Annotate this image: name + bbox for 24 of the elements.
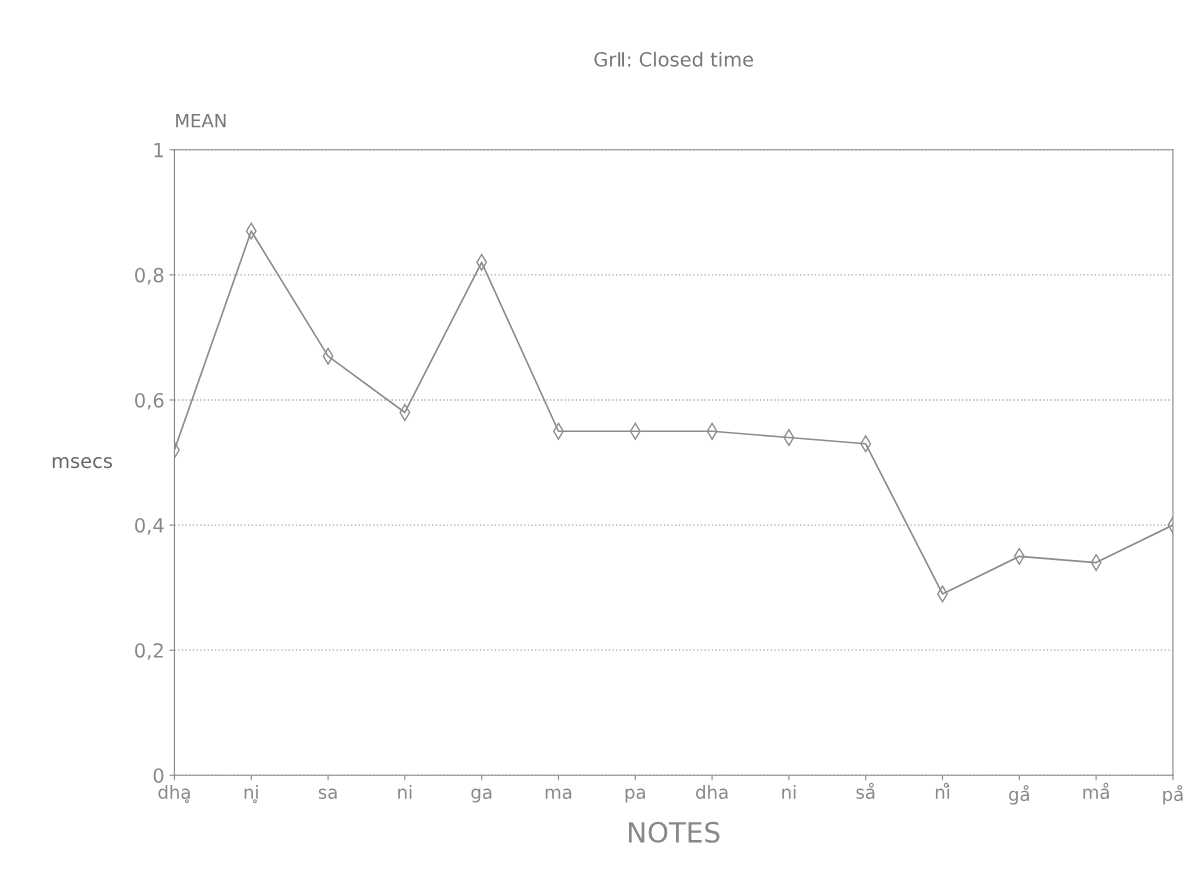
chart-title: GrⅡ: Closed time xyxy=(594,51,754,67)
x-tick-label: ga xyxy=(471,788,492,803)
x-axis-title: NOTES xyxy=(629,821,720,843)
y-tick-label: 0,4 xyxy=(135,518,164,535)
y-axis-title: msecs xyxy=(52,457,113,469)
x-tick-label: ni̊ xyxy=(935,782,950,799)
x-tick-label: ma xyxy=(545,788,572,799)
y-tick-label: 0,8 xyxy=(135,267,164,285)
text: MEAN xyxy=(176,114,226,128)
x-tick-label: pa xyxy=(625,788,645,803)
x-tick-label: på xyxy=(1163,785,1183,805)
x-tick-label: ni̥ xyxy=(244,785,258,804)
y-tick-label: 0,2 xyxy=(135,643,163,660)
x-tick-label: må xyxy=(1083,782,1109,799)
x-tick-label: dhḁ xyxy=(158,785,190,804)
x-tick-label: dha xyxy=(696,785,728,799)
y-tick-label: 1 xyxy=(154,142,163,158)
x-tick-label: så xyxy=(856,782,875,799)
x-tick-label: gå xyxy=(1009,785,1029,805)
y-tick-label: 0 xyxy=(153,768,164,783)
x-tick-label: sa xyxy=(318,788,337,799)
x-tick-label: ni xyxy=(398,785,412,799)
y-tick-label: 0,6 xyxy=(135,392,164,410)
x-tick-label: ni xyxy=(782,785,796,799)
